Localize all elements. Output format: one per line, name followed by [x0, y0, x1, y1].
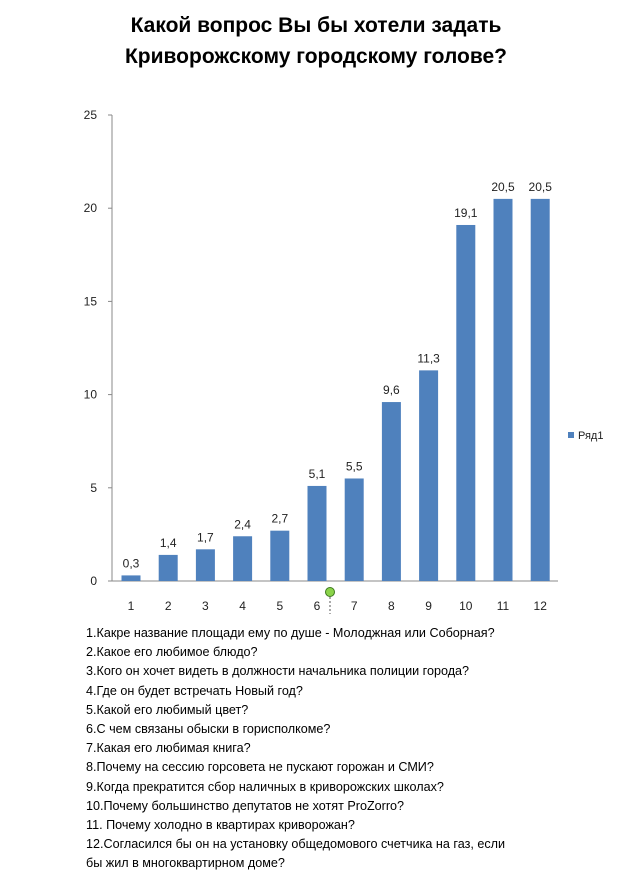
bar: [493, 198, 513, 581]
data-label: 2,7: [271, 512, 288, 526]
legend: Ряд1: [568, 430, 603, 442]
x-tick-label: 10: [459, 599, 473, 613]
question-item: 1.Какре название площади ему по душе - М…: [86, 626, 495, 640]
chart-title: Какой вопрос Вы бы хотели задать Криворо…: [0, 10, 632, 72]
x-tick-label: 4: [239, 599, 246, 613]
data-label: 5,5: [346, 459, 363, 473]
question-item: 5.Какой его любимый цвет?: [86, 702, 249, 717]
question-item: 4.Где он будет встречать Новый год?: [86, 683, 303, 698]
data-label: 5,1: [309, 467, 326, 481]
legend-swatch: [568, 432, 574, 438]
x-tick-label: 1: [128, 599, 135, 613]
y-tick-label: 25: [84, 108, 98, 122]
bars-group: 0,3 1,4 1,7 2,4 2,7 5,1 5,5 9,6 11,3 19,1 20,5 20,5: [121, 180, 553, 581]
question-item: 2.Какое его любимое блюдо?: [86, 645, 258, 660]
y-tick-label: 15: [84, 294, 98, 308]
bar: [381, 402, 401, 581]
data-label: 1,7: [197, 530, 214, 544]
y-axis-ticks: 0 5 10 15 20 25: [84, 108, 112, 588]
pin-marker-icon: [325, 587, 335, 614]
question-item: 12.Согласился бы он на установку общедом…: [86, 837, 506, 852]
title-line-2: Криворожскому городскому голове?: [124, 45, 507, 68]
question-item: бы жил в многоквартирном доме?: [86, 856, 285, 871]
question-item: 11. Почему холодно в квартирах криворожа…: [86, 818, 355, 833]
y-tick-label: 20: [84, 201, 98, 215]
x-tick-label: 2: [165, 599, 172, 613]
data-label: 11,3: [417, 351, 440, 365]
y-tick-label: 0: [90, 574, 97, 588]
data-label: 9,6: [383, 383, 400, 397]
bar: [121, 575, 141, 581]
data-label: 0,3: [123, 556, 140, 570]
y-tick-label: 5: [90, 481, 97, 495]
x-tick-label: 9: [425, 599, 432, 613]
bar: [344, 478, 364, 581]
x-tick-label: 12: [534, 599, 548, 613]
x-tick-label: 3: [202, 599, 209, 613]
question-item: 3.Кого он хочет видеть в должности начал…: [86, 664, 470, 679]
data-label: 1,4: [160, 536, 177, 550]
x-tick-label: 7: [351, 599, 358, 613]
legend-label: Ряд1: [578, 430, 603, 442]
x-axis-ticks: 1 2 3 4 5 6 7 8 9 10 11 12: [128, 599, 548, 613]
data-label: 19,1: [454, 206, 478, 220]
question-item: 10.Почему большинство депутатов не хотят…: [86, 798, 405, 813]
data-label: 2,4: [234, 517, 251, 531]
bar: [307, 485, 327, 581]
bar: [195, 549, 215, 581]
x-tick-label: 6: [314, 599, 321, 613]
bar: [270, 530, 290, 581]
data-label: 20,5: [529, 180, 553, 194]
x-tick-label: 5: [276, 599, 283, 613]
title-line-1: Какой вопрос Вы бы хотели задать: [130, 14, 502, 37]
data-label: 20,5: [491, 180, 515, 194]
bar: [530, 198, 550, 581]
bar: [233, 536, 253, 581]
bar: [419, 370, 439, 581]
x-tick-label: 8: [388, 599, 395, 613]
question-list: 1.Какре название площади ему по душе - М…: [86, 624, 626, 874]
y-tick-label: 10: [84, 388, 98, 402]
question-item: 8.Почему на сессию горсовета не пускают …: [86, 760, 434, 775]
bar: [158, 554, 178, 581]
question-item: 6.С чем связаны обыски в горисполкоме?: [86, 722, 331, 737]
bar: [456, 224, 476, 581]
question-item: 7.Какая его любимая книга?: [86, 741, 251, 756]
question-item: 9.Когда прекратится сбор наличных в крив…: [86, 779, 444, 794]
x-tick-label: 11: [497, 599, 510, 613]
